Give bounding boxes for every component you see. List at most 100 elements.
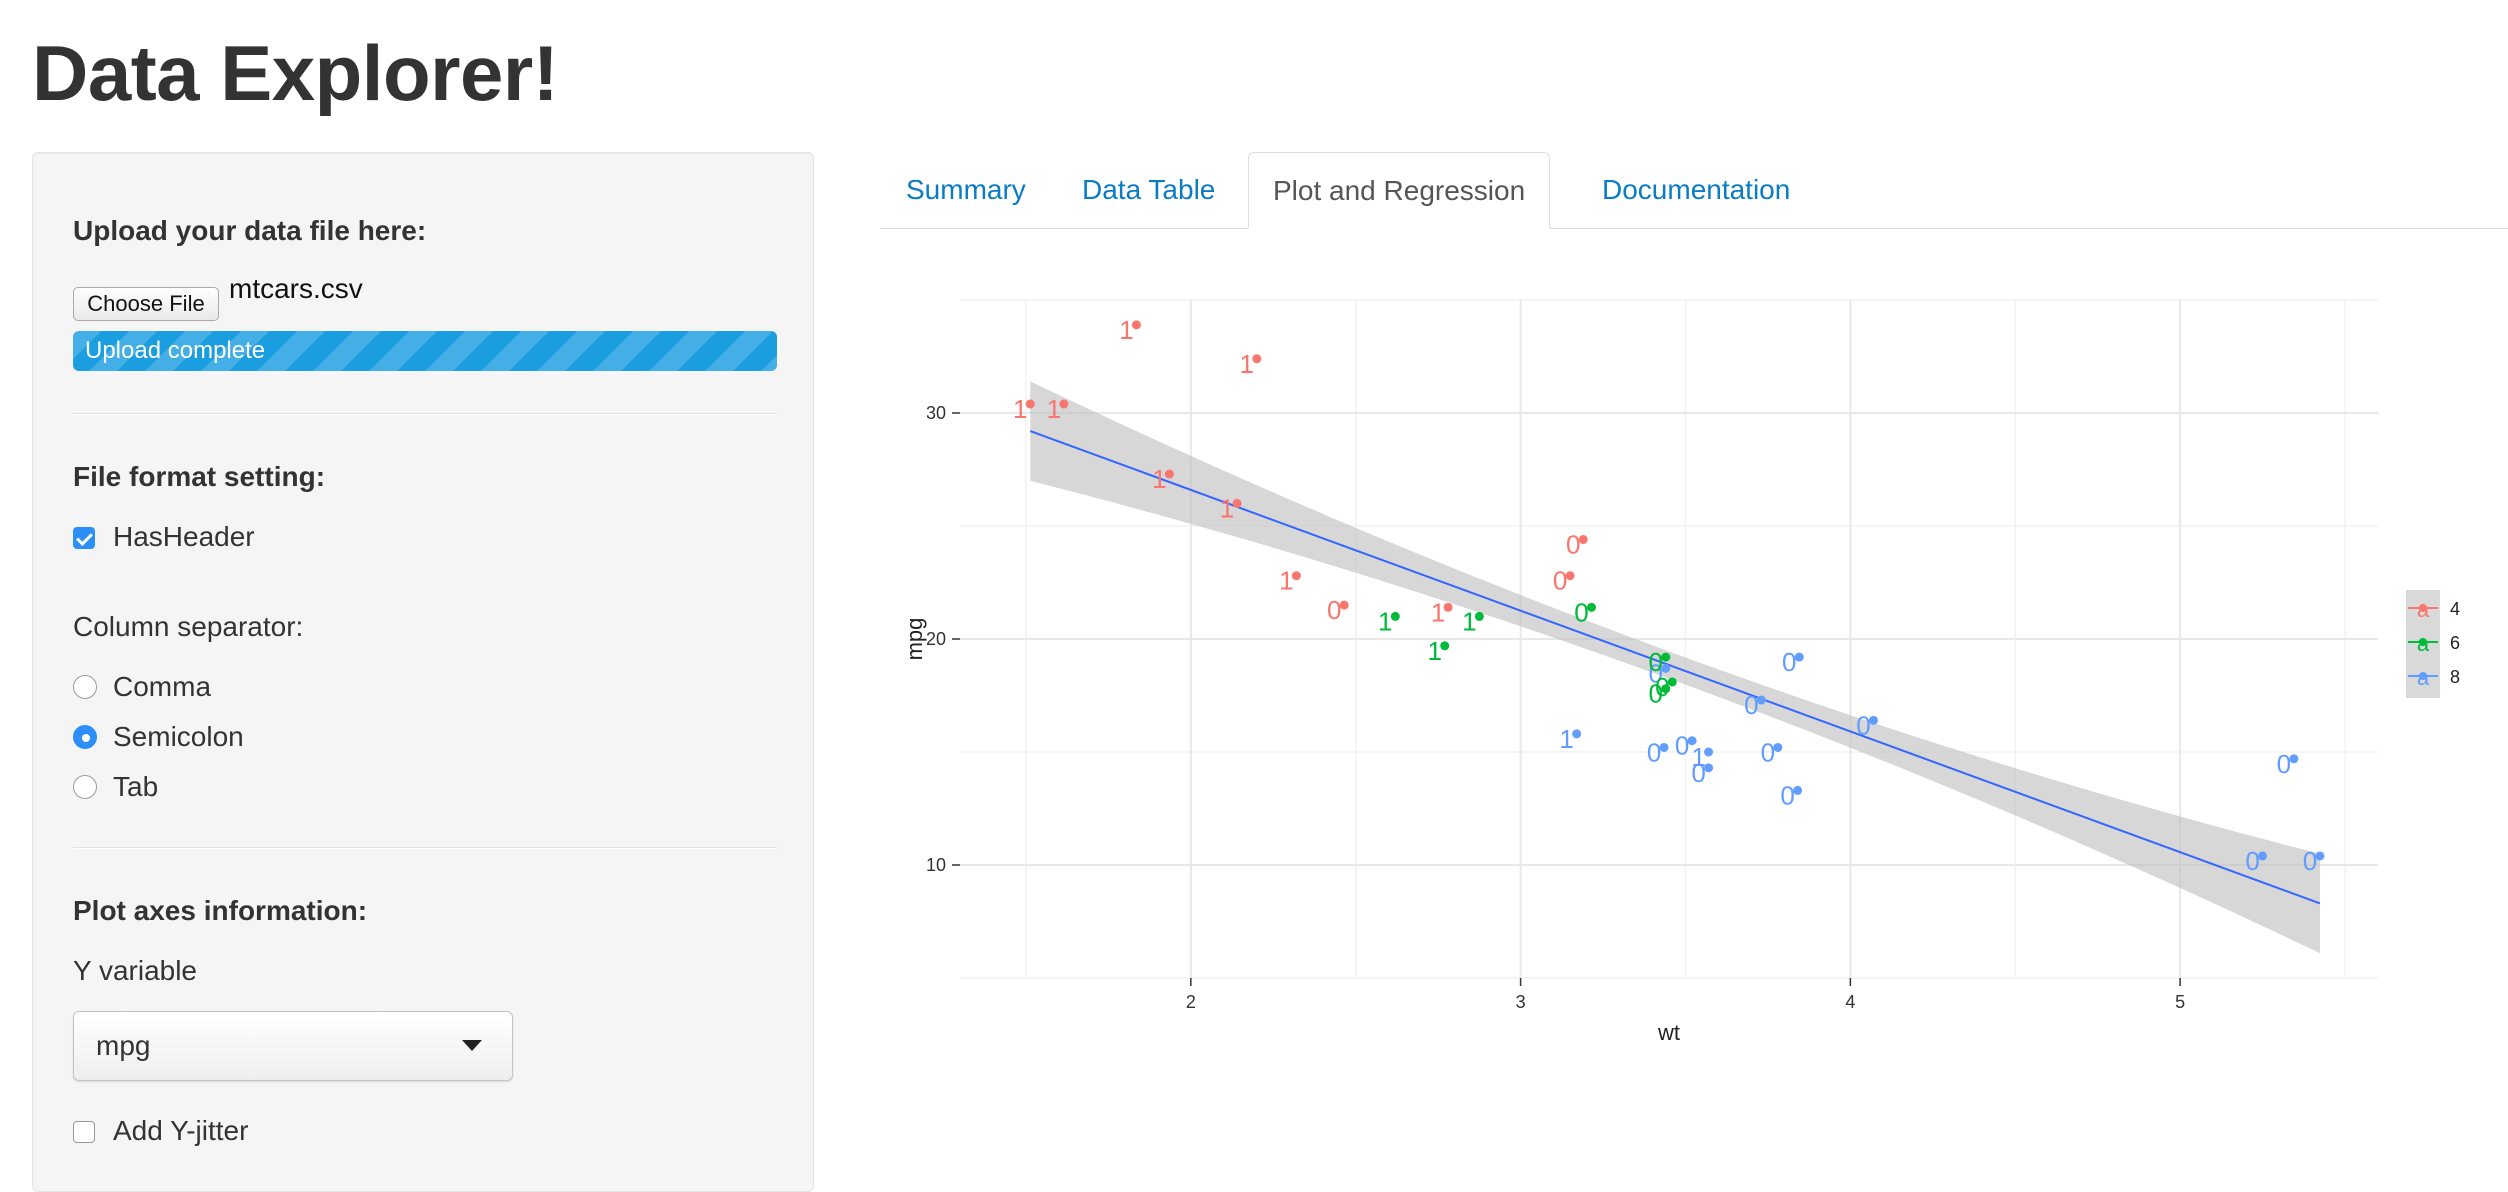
y-variable-label: Y variable [73, 955, 198, 986]
data-point-label: 1 [1047, 394, 1061, 424]
data-point [1440, 641, 1450, 651]
legend-key-point [2419, 604, 2427, 612]
data-point [1443, 602, 1453, 612]
data-point [1232, 498, 1242, 508]
data-points: 11100000000000000111000001111111 [1013, 315, 2325, 876]
data-point [1659, 742, 1669, 752]
tab-plot-and-regression[interactable]: Plot and Regression [1248, 152, 1551, 229]
page-title: Data Explorer! [32, 29, 559, 117]
separator-label: Column separator: [73, 611, 304, 642]
data-point-label: 1 [1240, 349, 1254, 379]
data-point-label: 1 [1279, 566, 1293, 596]
data-point-label: 1 [1119, 315, 1133, 345]
plot-legend: a 4a 6a 8 [2406, 590, 2460, 698]
data-point-label: 1 [1220, 493, 1234, 523]
tab-bar: Summary Data Table Plot and Regression D… [880, 152, 2508, 229]
x-tick-label: 3 [1516, 992, 1526, 1012]
confidence-band [1029, 381, 2321, 954]
data-point-label: 0 [1675, 731, 1689, 761]
tab-data-table[interactable]: Data Table [1082, 174, 1216, 205]
legend-label: 8 [2450, 667, 2460, 687]
radio-semicolon-label[interactable]: Semicolon [113, 721, 244, 752]
data-point-label: 0 [2303, 846, 2317, 876]
tab-summary[interactable]: Summary [906, 174, 1026, 205]
data-point-label: 1 [1152, 464, 1166, 494]
add-y-jitter-label[interactable]: Add Y-jitter [113, 1115, 249, 1146]
upload-progress-text: Upload complete [85, 337, 266, 364]
sidebar-panel: Upload your data file here: Choose File … [32, 152, 814, 1192]
data-point-label: 0 [1648, 679, 1662, 709]
data-point [1661, 652, 1671, 662]
data-point-label: 1 [1428, 636, 1442, 666]
data-point-label: 1 [1691, 742, 1705, 772]
data-point [1687, 736, 1697, 746]
data-point-label: 0 [1761, 737, 1775, 767]
data-point-label: 1 [1559, 724, 1573, 754]
data-point [1794, 652, 1804, 662]
data-point [1474, 611, 1484, 621]
data-point-label: 0 [1744, 690, 1758, 720]
data-point [1252, 354, 1262, 364]
x-tick-label: 2 [1186, 992, 1196, 1012]
data-point [1661, 684, 1671, 694]
y-tick-label: 20 [926, 629, 946, 649]
y-variable-select[interactable]: mpg [73, 1011, 513, 1081]
data-point-label: 0 [2245, 846, 2259, 876]
data-point [1339, 600, 1349, 610]
radio-comma[interactable] [73, 675, 97, 699]
data-point-label: 0 [1691, 758, 1705, 788]
data-point [1565, 571, 1575, 581]
divider [73, 847, 777, 849]
data-point [1131, 320, 1141, 330]
data-point-label: 0 [1856, 710, 1870, 740]
data-point [1868, 715, 1878, 725]
legend-label: 4 [2450, 599, 2460, 619]
data-point [1667, 677, 1677, 687]
radio-comma-label[interactable]: Comma [113, 671, 212, 702]
data-point [1572, 729, 1582, 739]
data-point-label: 1 [1462, 606, 1476, 636]
data-point-label: 1 [1431, 597, 1445, 627]
radio-tab-label[interactable]: Tab [113, 771, 159, 802]
upload-label: Upload your data file here: [73, 215, 427, 246]
regression-line [1029, 430, 2321, 905]
legend-key-glyph: a [2417, 631, 2430, 656]
data-point-label: 0 [1327, 595, 1341, 625]
data-point [1773, 742, 1783, 752]
legend-key-point [2419, 638, 2427, 646]
x-axis-label: wt [1657, 1020, 1680, 1045]
y-axis-label: mpg [902, 618, 927, 661]
data-point-label: 0 [1566, 530, 1580, 560]
radio-semicolon[interactable] [73, 725, 97, 749]
x-tick-label: 4 [1845, 992, 1855, 1012]
upload-progress-bar: Upload complete [73, 331, 777, 371]
data-point [2315, 851, 2325, 861]
y-tick-label: 10 [926, 855, 946, 875]
x-tick-label: 5 [2175, 992, 2185, 1012]
data-point-label: 0 [2277, 749, 2291, 779]
tab-documentation[interactable]: Documentation [1602, 174, 1791, 205]
data-point-label: 0 [1647, 737, 1661, 767]
data-point [1704, 763, 1714, 773]
plot-axes-label: Plot axes information: [73, 895, 368, 926]
add-y-jitter-checkbox[interactable] [73, 1121, 95, 1143]
plot-grid [960, 299, 2378, 979]
data-point [1390, 611, 1400, 621]
file-name: mtcars.csv [229, 273, 363, 304]
data-point-label: 0 [1648, 658, 1662, 688]
has-header-checkbox[interactable] [73, 527, 95, 549]
has-header-label[interactable]: HasHeader [113, 521, 255, 552]
data-point-label: 0 [1574, 597, 1588, 627]
choose-file-button[interactable]: Choose File [73, 287, 219, 321]
data-point [2258, 851, 2268, 861]
data-point [2289, 754, 2299, 764]
data-point [1164, 469, 1174, 479]
data-point-label: 0 [1782, 647, 1796, 677]
radio-tab[interactable] [73, 775, 97, 799]
data-point [1793, 785, 1803, 795]
data-point [1704, 747, 1714, 757]
data-point [1059, 399, 1069, 409]
divider [73, 413, 777, 415]
legend-key-point [2419, 672, 2427, 680]
